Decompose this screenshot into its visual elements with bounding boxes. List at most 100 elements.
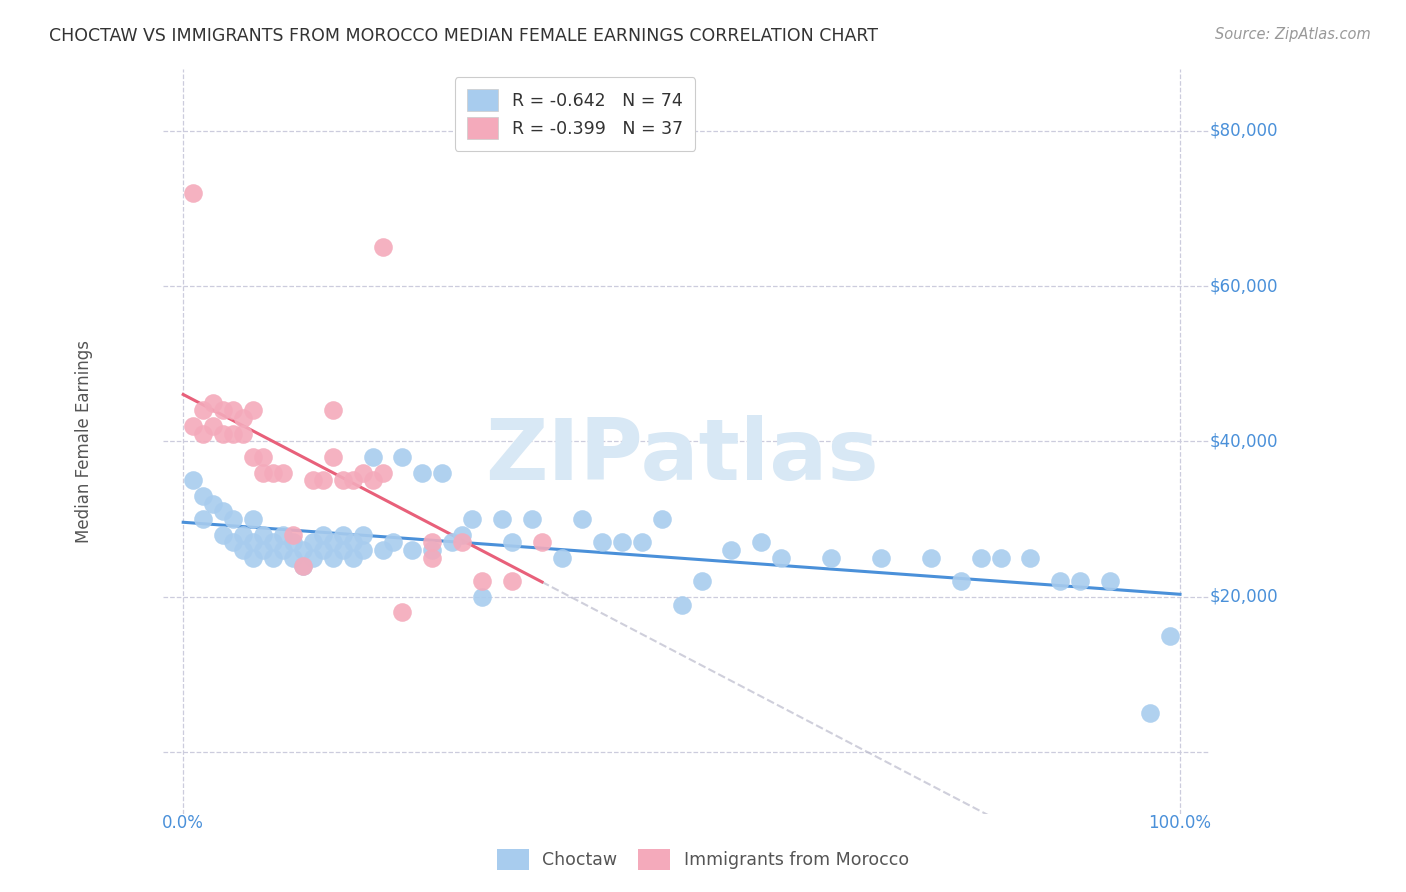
- Point: [1049, 574, 1071, 589]
- Point: [262, 535, 284, 549]
- Point: [352, 543, 374, 558]
- Point: [332, 527, 354, 541]
- Point: [432, 466, 454, 480]
- Point: [252, 527, 274, 541]
- Point: [371, 240, 394, 254]
- Point: [571, 512, 593, 526]
- Point: [1019, 551, 1042, 566]
- Point: [371, 543, 394, 558]
- Point: [191, 403, 214, 417]
- Point: [252, 543, 274, 558]
- Point: [242, 403, 264, 417]
- Point: [322, 450, 344, 464]
- Point: [441, 535, 464, 549]
- Text: $20,000: $20,000: [1211, 588, 1278, 606]
- Point: [281, 527, 304, 541]
- Point: [501, 574, 523, 589]
- Point: [202, 497, 225, 511]
- Point: [222, 512, 245, 526]
- Point: [181, 418, 204, 433]
- Point: [191, 489, 214, 503]
- Point: [242, 551, 264, 566]
- Point: [332, 473, 354, 487]
- Point: [291, 558, 314, 573]
- Point: [520, 512, 543, 526]
- Point: [461, 512, 484, 526]
- Point: [252, 450, 274, 464]
- Point: [342, 535, 364, 549]
- Point: [371, 466, 394, 480]
- Point: [720, 543, 742, 558]
- Point: [551, 551, 574, 566]
- Point: [391, 606, 413, 620]
- Point: [352, 527, 374, 541]
- Point: [401, 543, 423, 558]
- Point: [312, 473, 335, 487]
- Text: Median Female Earnings: Median Female Earnings: [75, 340, 93, 543]
- Text: 0.0%: 0.0%: [162, 814, 204, 832]
- Point: [352, 466, 374, 480]
- Point: [381, 535, 404, 549]
- Point: [301, 535, 323, 549]
- Point: [191, 512, 214, 526]
- Text: $40,000: $40,000: [1211, 433, 1278, 450]
- Legend: Choctaw, Immigrants from Morocco: Choctaw, Immigrants from Morocco: [489, 840, 917, 879]
- Point: [222, 403, 245, 417]
- Point: [281, 551, 304, 566]
- Point: [232, 426, 254, 441]
- Point: [422, 535, 444, 549]
- Point: [232, 543, 254, 558]
- Point: [770, 551, 793, 566]
- Point: [501, 535, 523, 549]
- Point: [332, 543, 354, 558]
- Point: [870, 551, 893, 566]
- Point: [342, 551, 364, 566]
- Point: [202, 395, 225, 409]
- Point: [232, 411, 254, 425]
- Point: [262, 551, 284, 566]
- Point: [301, 551, 323, 566]
- Point: [301, 473, 323, 487]
- Point: [920, 551, 942, 566]
- Point: [531, 535, 554, 549]
- Point: [322, 403, 344, 417]
- Point: [591, 535, 613, 549]
- Point: [471, 590, 494, 604]
- Text: Source: ZipAtlas.com: Source: ZipAtlas.com: [1215, 27, 1371, 42]
- Point: [391, 450, 413, 464]
- Point: [671, 598, 693, 612]
- Point: [610, 535, 633, 549]
- Point: [232, 527, 254, 541]
- Legend: R = -0.642   N = 74, R = -0.399   N = 37: R = -0.642 N = 74, R = -0.399 N = 37: [454, 78, 695, 151]
- Point: [651, 512, 673, 526]
- Point: [212, 426, 235, 441]
- Point: [820, 551, 842, 566]
- Point: [262, 466, 284, 480]
- Point: [990, 551, 1012, 566]
- Point: [222, 535, 245, 549]
- Text: ZIPatlas: ZIPatlas: [485, 416, 879, 499]
- Point: [1069, 574, 1091, 589]
- Point: [212, 527, 235, 541]
- Text: $60,000: $60,000: [1211, 277, 1278, 295]
- Text: $80,000: $80,000: [1211, 121, 1278, 140]
- Point: [471, 574, 494, 589]
- Point: [271, 466, 294, 480]
- Point: [312, 543, 335, 558]
- Point: [1099, 574, 1122, 589]
- Point: [212, 403, 235, 417]
- Text: CHOCTAW VS IMMIGRANTS FROM MOROCCO MEDIAN FEMALE EARNINGS CORRELATION CHART: CHOCTAW VS IMMIGRANTS FROM MOROCCO MEDIA…: [49, 27, 879, 45]
- Point: [749, 535, 772, 549]
- Point: [451, 527, 474, 541]
- Point: [422, 551, 444, 566]
- Point: [222, 426, 245, 441]
- Point: [181, 186, 204, 200]
- Point: [411, 466, 433, 480]
- Point: [451, 535, 474, 549]
- Point: [191, 426, 214, 441]
- Point: [322, 535, 344, 549]
- Point: [291, 543, 314, 558]
- Point: [281, 535, 304, 549]
- Point: [212, 504, 235, 518]
- Point: [361, 473, 384, 487]
